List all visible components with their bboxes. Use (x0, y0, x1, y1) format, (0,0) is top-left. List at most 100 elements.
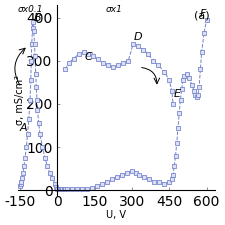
Point (136, 44, 140, 47)
Point (29, 59, 33, 63)
Point (57, 188, 61, 191)
Point (100, 182, 104, 186)
Point (35, 98, 39, 101)
Point (171, 173, 175, 177)
Point (65, 188, 69, 191)
Point (143, 176, 146, 179)
Text: B: B (34, 13, 42, 23)
Point (194, 94, 197, 97)
Point (141, 48, 145, 52)
Point (36, 109, 39, 112)
Point (53, 182, 57, 186)
Point (27, 117, 31, 121)
Point (32, 29, 36, 32)
Point (33, 55, 37, 58)
Point (86, 187, 89, 191)
Point (153, 180, 156, 183)
Point (130, 169, 134, 173)
Point (29, 79, 33, 82)
Point (20, 176, 24, 180)
Point (196, 94, 200, 97)
Point (19, 182, 22, 186)
Point (76, 188, 79, 191)
Point (31, 20, 35, 24)
Point (195, 96, 198, 99)
Point (77, 52, 80, 56)
Point (170, 178, 174, 181)
Point (102, 61, 105, 65)
Point (63, 188, 67, 191)
Point (138, 173, 141, 177)
Point (107, 63, 110, 67)
Point (171, 102, 175, 106)
Point (28, 98, 32, 101)
Point (175, 141, 179, 144)
Point (97, 57, 100, 61)
Point (72, 57, 75, 61)
Point (176, 126, 180, 129)
Point (167, 79, 171, 82)
Point (82, 50, 85, 54)
Point (92, 55, 95, 58)
Point (43, 156, 47, 160)
Point (125, 171, 129, 175)
Point (199, 68, 202, 71)
Point (38, 132, 42, 136)
Point (34, 72, 38, 76)
Point (46, 165, 49, 168)
Point (158, 181, 161, 184)
Point (122, 61, 125, 65)
Point (110, 178, 114, 181)
Point (120, 173, 124, 177)
Point (90, 186, 94, 190)
Text: (a): (a) (194, 10, 209, 20)
Point (148, 178, 151, 181)
Point (112, 65, 115, 69)
Point (117, 63, 120, 67)
Point (202, 31, 206, 35)
Point (115, 176, 119, 179)
Point (54, 185, 58, 189)
Point (41, 145, 44, 149)
Point (156, 63, 160, 67)
Point (62, 188, 65, 191)
Point (20, 180, 23, 183)
Point (180, 87, 184, 91)
Point (187, 76, 191, 80)
Text: σx1: σx1 (105, 4, 122, 13)
Point (59, 188, 63, 191)
Point (197, 85, 201, 88)
Point (181, 79, 185, 82)
X-axis label: U, V: U, V (106, 210, 126, 220)
Point (58, 188, 62, 191)
Point (126, 59, 130, 63)
Point (56, 187, 59, 191)
Point (63, 188, 67, 191)
Point (30, 42, 34, 45)
Text: A: A (20, 123, 28, 133)
Point (70, 188, 74, 191)
Point (87, 52, 90, 56)
Y-axis label: σ, mS/cm²: σ, mS/cm² (15, 75, 25, 125)
Point (178, 111, 181, 114)
Point (33, 42, 36, 45)
Point (200, 50, 203, 54)
Point (162, 70, 166, 73)
Point (105, 180, 109, 183)
Point (95, 184, 99, 188)
Point (146, 52, 150, 56)
Point (174, 154, 177, 157)
Point (61, 188, 64, 191)
Point (134, 171, 137, 175)
Point (131, 42, 135, 45)
Point (34, 85, 38, 88)
Point (21, 171, 25, 175)
Point (22, 165, 26, 168)
Point (185, 72, 189, 76)
Point (48, 171, 52, 175)
Point (26, 132, 29, 136)
Point (25, 145, 28, 149)
Text: F: F (200, 9, 207, 19)
Point (151, 59, 155, 63)
Point (192, 89, 196, 93)
